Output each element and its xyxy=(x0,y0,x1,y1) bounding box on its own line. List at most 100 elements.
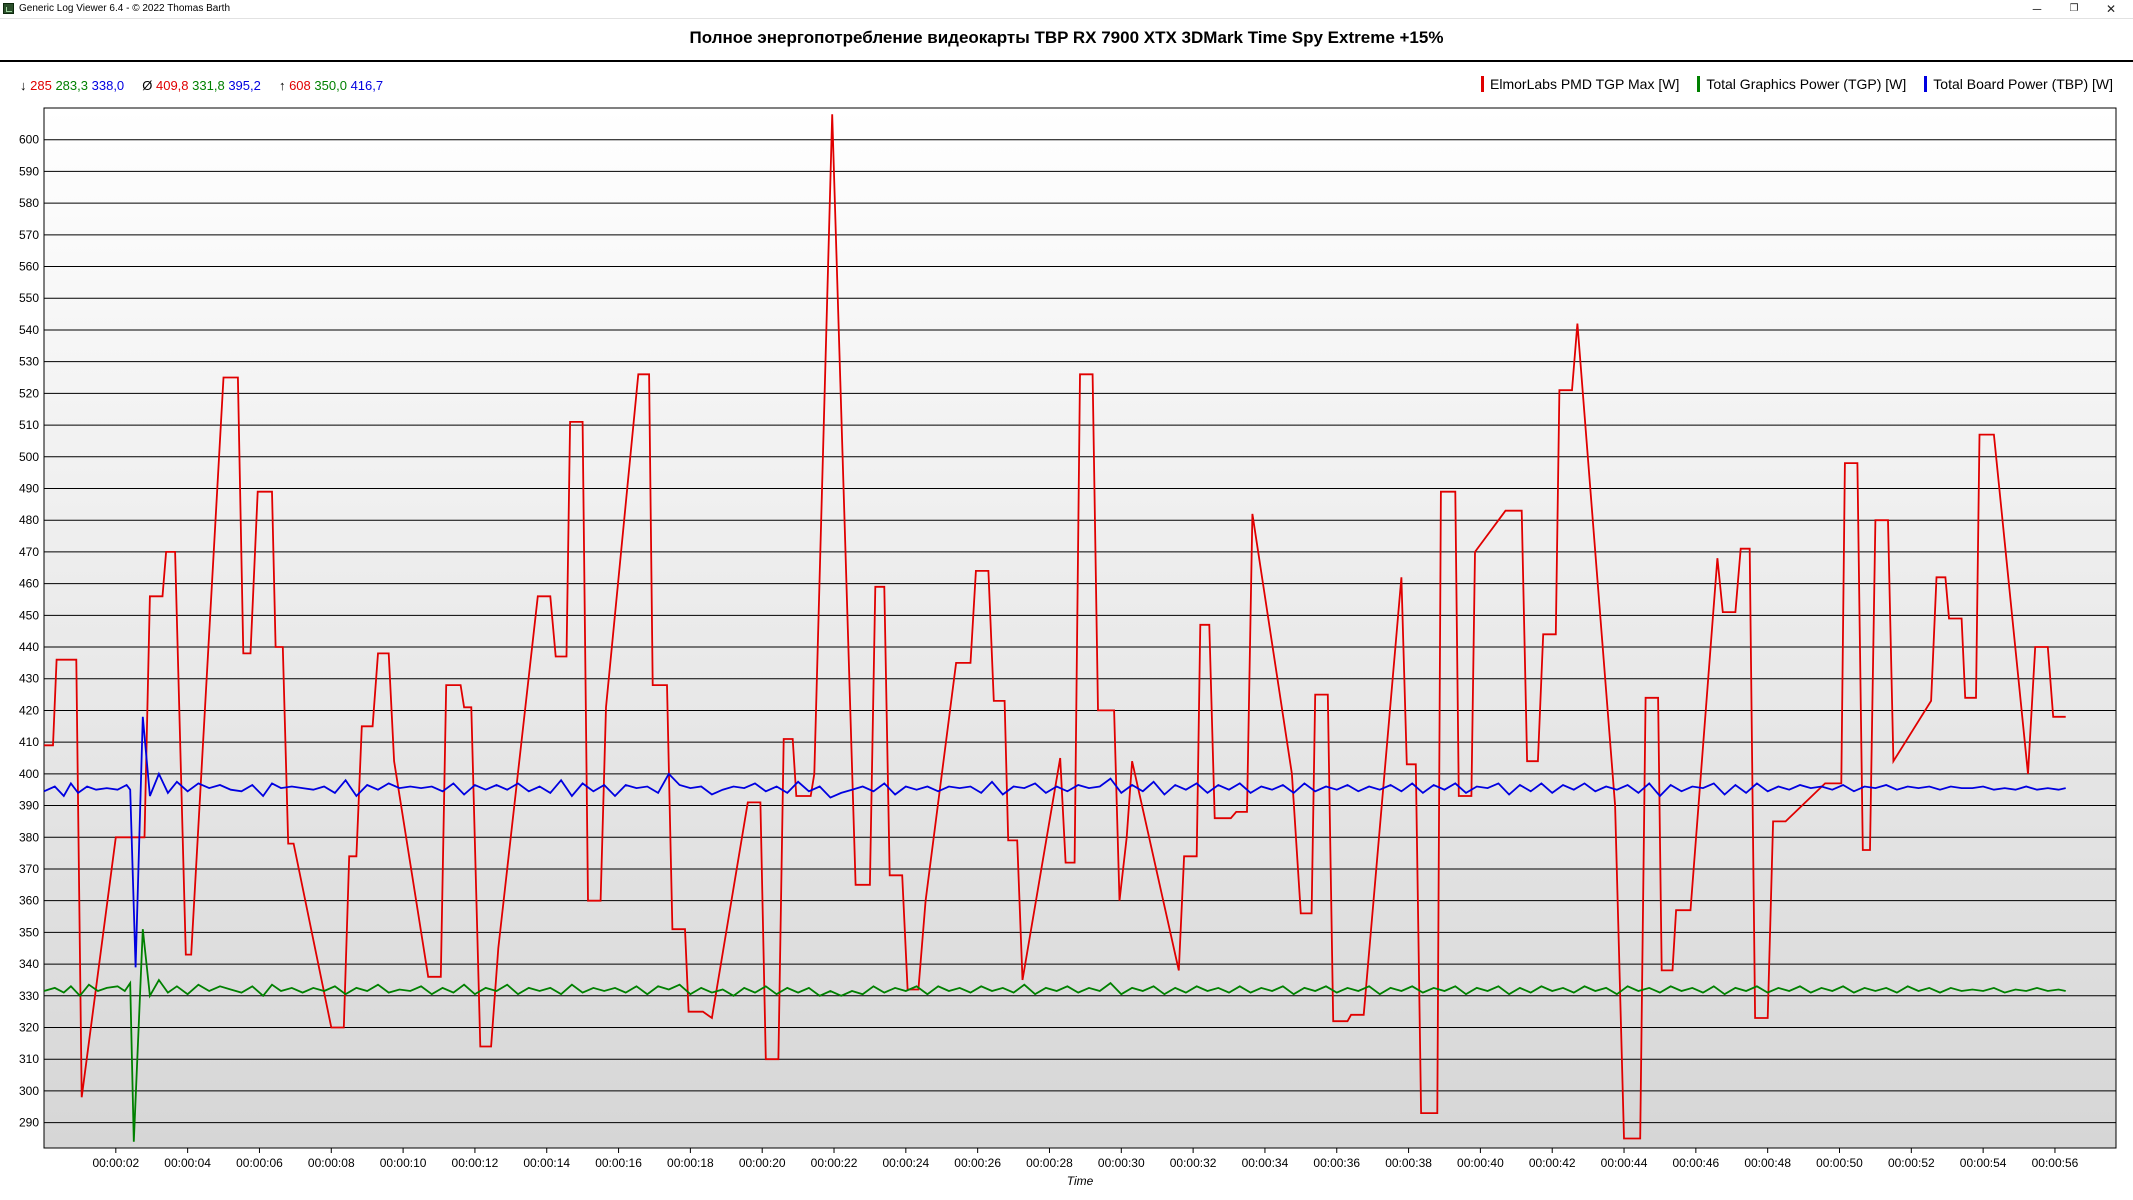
x-axis-label: Time xyxy=(1067,1174,1094,1188)
legend-label-pmd: ElmorLabs PMD TGP Max [W] xyxy=(1490,76,1680,92)
series-line-tbp xyxy=(43,716,2066,968)
legend-swatch-blue xyxy=(1924,76,1928,92)
y-tick-label: 500 xyxy=(19,450,39,464)
window-title: Generic Log Viewer 6.4 - © 2022 Thomas B… xyxy=(19,3,231,14)
x-tick-label: 00:00:18 xyxy=(667,1156,714,1170)
x-tick-label: 00:00:34 xyxy=(1242,1156,1289,1170)
legend-swatch-green xyxy=(1697,76,1701,92)
x-tick-label: 00:00:22 xyxy=(811,1156,858,1170)
y-tick-label: 570 xyxy=(19,228,39,242)
stat-avg-tbp: 395,2 xyxy=(228,78,261,93)
y-tick-label: 430 xyxy=(19,672,39,686)
x-tick-label: 00:00:26 xyxy=(954,1156,1001,1170)
minimize-button[interactable]: ─ xyxy=(2032,2,2042,16)
y-tick-label: 330 xyxy=(19,989,39,1003)
x-tick-label: 00:00:44 xyxy=(1601,1156,1648,1170)
y-tick-label: 540 xyxy=(19,323,39,337)
x-tick-label: 00:00:36 xyxy=(1313,1156,1360,1170)
maximize-button[interactable]: ❐ xyxy=(2069,3,2079,14)
y-tick-label: 360 xyxy=(19,894,39,908)
x-axis: 00:00:02 00:00:04 00:00:06 00:00:08 00:00:10… xyxy=(92,1148,2079,1170)
y-tick-label: 550 xyxy=(19,291,39,305)
stat-max-pmd: 608 xyxy=(289,78,311,93)
plot-area xyxy=(43,107,2117,1149)
stat-max-tbp: 416,7 xyxy=(350,78,384,93)
y-tick-label: 390 xyxy=(19,799,39,813)
x-tick-label: 00:00:14 xyxy=(523,1156,570,1170)
x-tick-label: 00:00:24 xyxy=(882,1156,929,1170)
stat-min-pmd: 285 xyxy=(30,78,52,93)
y-tick-label: 350 xyxy=(19,925,39,939)
x-tick-label: 00:00:06 xyxy=(236,1156,283,1170)
x-tick-label: 00:00:08 xyxy=(308,1156,355,1170)
y-tick-label: 590 xyxy=(19,164,39,178)
close-button[interactable]: ✕ xyxy=(2105,2,2117,16)
x-tick-label: 00:00:16 xyxy=(595,1156,642,1170)
legend-item-tbp[interactable]: Total Board Power (TBP) [W] xyxy=(1924,76,2113,92)
stat-avg-tgp: 331,8 xyxy=(192,78,225,93)
x-tick-label: 00:00:32 xyxy=(1170,1156,1217,1170)
avg-symbol-icon: Ø xyxy=(142,78,153,93)
stats-summary: ↓ 285 283,3 338,0 Ø 409,8 331,8 395,2 ↑ … xyxy=(20,78,383,93)
chart-title: Полное энергопотребление видеокарты TBP … xyxy=(689,28,1444,47)
y-tick-label: 480 xyxy=(19,513,39,527)
x-tick-label: 00:00:40 xyxy=(1457,1156,1504,1170)
y-tick-label: 450 xyxy=(19,608,39,622)
y-tick-label: 520 xyxy=(19,386,39,400)
series-line-tgp xyxy=(43,929,2066,1142)
y-tick-label: 460 xyxy=(19,577,39,591)
line-chart[interactable]: 290 300 310 320 330 340 350 360 370 380 390 400 410 4… xyxy=(0,100,2133,1200)
x-tick-label: 00:00:28 xyxy=(1026,1156,1073,1170)
x-tick-label: 00:00:02 xyxy=(92,1156,139,1170)
x-tick-label: 00:00:04 xyxy=(164,1156,211,1170)
y-tick-label: 370 xyxy=(19,862,39,876)
x-tick-label: 00:00:56 xyxy=(2032,1156,2079,1170)
chart-legend: ElmorLabs PMD TGP Max [W] Total Graphics… xyxy=(1481,76,2113,92)
series-group xyxy=(43,114,2066,1142)
y-axis: 290 300 310 320 330 340 350 360 370 380 390 400 410 4… xyxy=(19,133,39,1130)
legend-item-pmd[interactable]: ElmorLabs PMD TGP Max [W] xyxy=(1481,76,1679,92)
legend-swatch-red xyxy=(1481,76,1485,92)
x-tick-label: 00:00:38 xyxy=(1385,1156,1432,1170)
x-tick-label: 00:00:30 xyxy=(1098,1156,1145,1170)
y-tick-label: 490 xyxy=(19,481,39,495)
x-tick-label: 00:00:54 xyxy=(1960,1156,2007,1170)
y-tick-label: 580 xyxy=(19,196,39,210)
x-tick-label: 00:00:20 xyxy=(739,1156,786,1170)
legend-label-tgp: Total Graphics Power (TGP) [W] xyxy=(1706,76,1907,92)
y-tick-label: 320 xyxy=(19,1021,39,1035)
header-divider xyxy=(0,60,2133,62)
y-tick-label: 310 xyxy=(19,1052,39,1066)
x-tick-label: 00:00:48 xyxy=(1744,1156,1791,1170)
y-tick-label: 340 xyxy=(19,957,39,971)
stat-min-tgp: 283,3 xyxy=(55,78,88,93)
y-tick-label: 440 xyxy=(19,640,39,654)
x-tick-label: 00:00:52 xyxy=(1888,1156,1935,1170)
y-tick-label: 380 xyxy=(19,830,39,844)
y-tick-label: 420 xyxy=(19,703,39,717)
y-tick-label: 510 xyxy=(19,418,39,432)
x-tick-label: 00:00:12 xyxy=(452,1156,499,1170)
y-tick-label: 530 xyxy=(19,355,39,369)
stat-min-tbp: 338,0 xyxy=(91,78,125,93)
stat-max-tgp: 350,0 xyxy=(314,78,347,93)
x-tick-label: 00:00:42 xyxy=(1529,1156,1576,1170)
legend-item-tgp[interactable]: Total Graphics Power (TGP) [W] xyxy=(1697,76,1906,92)
min-arrow-icon: ↓ xyxy=(20,78,27,93)
stat-avg-pmd: 409,8 xyxy=(155,78,189,93)
x-tick-label: 00:00:46 xyxy=(1672,1156,1719,1170)
series-line-pmd-tgp-max xyxy=(44,114,2066,1140)
y-tick-label: 600 xyxy=(19,133,39,147)
y-tick-label: 560 xyxy=(19,260,39,274)
y-tick-label: 400 xyxy=(19,767,39,781)
x-tick-label: 00:00:50 xyxy=(1816,1156,1863,1170)
app-icon xyxy=(3,3,14,14)
y-tick-label: 290 xyxy=(19,1116,39,1130)
legend-label-tbp: Total Board Power (TBP) [W] xyxy=(1933,76,2113,92)
x-tick-label: 00:00:10 xyxy=(380,1156,427,1170)
window-titlebar: Generic Log Viewer 6.4 - © 2022 Thomas B… xyxy=(0,0,2133,19)
y-tick-label: 470 xyxy=(19,545,39,559)
y-tick-label: 410 xyxy=(19,735,39,749)
y-tick-label: 300 xyxy=(19,1084,39,1098)
max-arrow-icon: ↑ xyxy=(278,78,286,93)
